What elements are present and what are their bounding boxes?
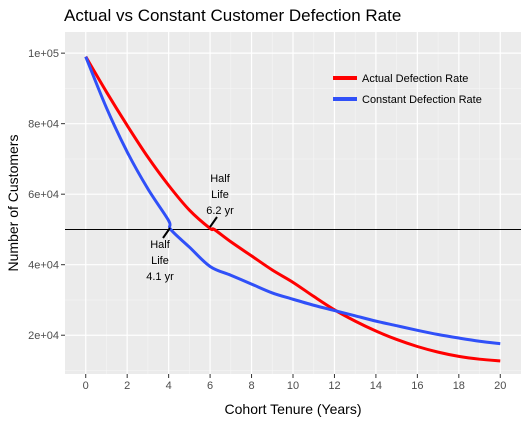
grid-major	[65, 32, 521, 374]
annotation-text: 6.2 yr	[206, 205, 234, 217]
x-tick-label: 12	[328, 380, 340, 392]
series-layer	[84, 55, 501, 363]
x-tick-label: 6	[207, 380, 213, 392]
x-tick-label: 8	[248, 380, 254, 392]
series-line-actual	[84, 55, 501, 363]
annotation-actual-half-life: Half Life 6.2 yr	[206, 173, 234, 228]
series-line-constant	[84, 56, 501, 346]
annotation-pointer	[162, 227, 171, 239]
y-tick-label: 8e+04	[28, 119, 59, 131]
x-tick-label: 16	[411, 380, 423, 392]
x-tick-label: 20	[494, 380, 506, 392]
annotation-constant-half-life: Half Life 4.1 yr	[146, 227, 174, 283]
x-tick-label: 4	[166, 380, 172, 392]
annotation-pointer	[209, 216, 218, 228]
legend-label-actual: Actual Defection Rate	[362, 73, 468, 85]
legend-label-constant: Constant Defection Rate	[362, 94, 482, 106]
y-axis: 2e+04 4e+04 6e+04 8e+04 1e+05	[28, 48, 65, 342]
x-tick-label: 0	[83, 380, 89, 392]
x-axis: 0 2 4 6 8 10 12 14 16 18 20	[83, 374, 506, 392]
y-tick-label: 4e+04	[28, 260, 59, 272]
x-tick-label: 14	[370, 380, 382, 392]
x-axis-title: Cohort Tenure (Years)	[225, 401, 362, 417]
y-tick-label: 2e+04	[28, 330, 59, 342]
y-tick-label: 1e+05	[28, 48, 59, 60]
x-tick-label: 10	[287, 380, 299, 392]
chart-title: Actual vs Constant Customer Defection Ra…	[64, 6, 401, 25]
annotations: Half Life 6.2 yr Half Life 4.1 yr	[146, 173, 234, 283]
legend: Actual Defection Rate Constant Defection…	[333, 73, 482, 106]
x-tick-label: 2	[124, 380, 130, 392]
annotation-text: Half	[210, 173, 231, 185]
annotation-text: 4.1 yr	[146, 271, 174, 283]
annotation-text: Half	[150, 239, 171, 251]
y-tick-label: 6e+04	[28, 189, 59, 201]
y-axis-title: Number of Customers	[5, 135, 21, 272]
annotation-text: Life	[211, 189, 229, 201]
x-tick-label: 18	[453, 380, 465, 392]
annotation-text: Life	[151, 255, 169, 267]
